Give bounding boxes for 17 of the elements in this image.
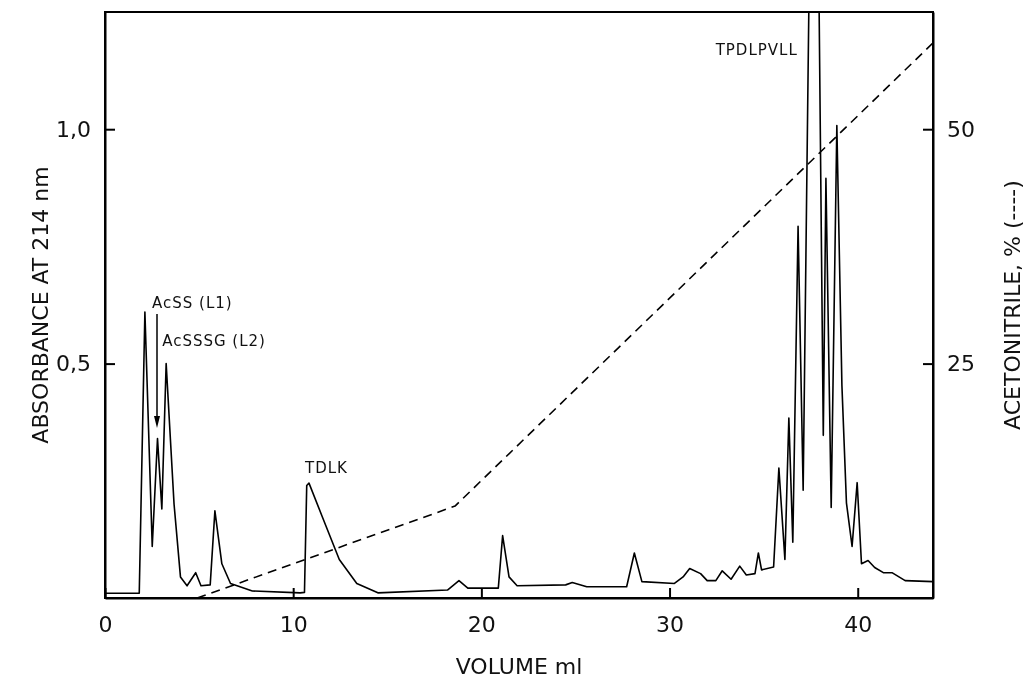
annotation: TPDLPVLL xyxy=(714,41,798,59)
x-tick-label: 20 xyxy=(467,611,496,637)
y2-tick-label: 25 xyxy=(947,351,975,377)
annotation: TDLK xyxy=(303,459,349,478)
y2-tick-label: 50 xyxy=(947,116,975,142)
x-tick-label: 10 xyxy=(279,611,308,637)
x-tick-label: 30 xyxy=(656,611,685,637)
y-tick-label: 0,5 xyxy=(56,351,91,377)
annotation: AcSS (L1) xyxy=(152,294,233,312)
y-tick-label: 1,0 xyxy=(56,116,91,142)
x-tick-label: 40 xyxy=(844,611,873,637)
x-tick-label: 0 xyxy=(98,611,113,637)
x-axis-title: VOLUME ml xyxy=(455,654,583,679)
y2-axis-title: ACETONITRILE, % (----) xyxy=(1000,180,1025,430)
line-series xyxy=(105,11,933,595)
annotation: AcSSSG (L2) xyxy=(162,331,266,350)
y-axis-title: ABSORBANCE AT 214 nm xyxy=(28,166,53,444)
